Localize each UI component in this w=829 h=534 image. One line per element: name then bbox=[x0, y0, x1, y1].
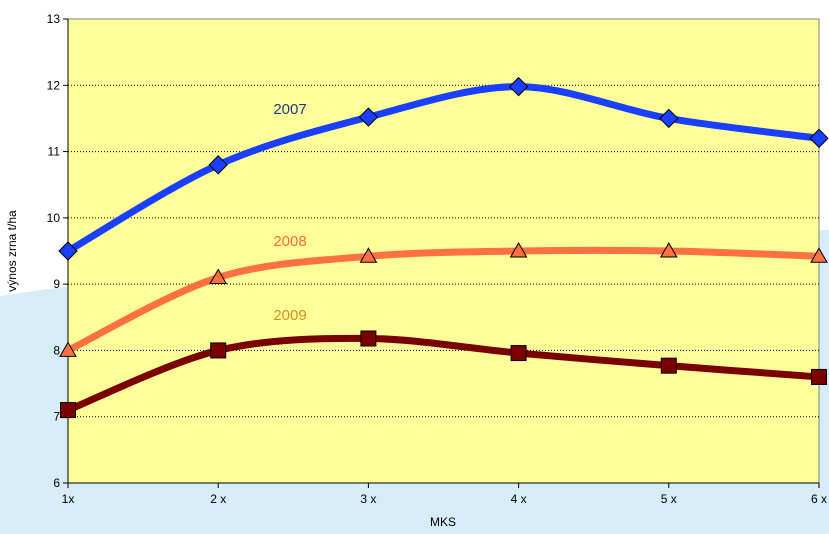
x-tick-label: 4 x bbox=[511, 492, 527, 506]
series-line bbox=[64, 246, 823, 354]
data-point bbox=[508, 76, 529, 97]
series-label: 2008 bbox=[273, 233, 306, 250]
data-point bbox=[659, 241, 678, 258]
x-tick-label: 5 x bbox=[661, 492, 677, 506]
data-point bbox=[58, 241, 78, 261]
y-tick-label: 7 bbox=[53, 410, 60, 424]
series-labels: 2007 2008 2009 bbox=[273, 101, 306, 324]
data-point bbox=[209, 268, 228, 285]
data-point bbox=[809, 128, 829, 149]
x-tick-label: 1x bbox=[62, 492, 75, 506]
series-line bbox=[64, 334, 823, 414]
data-point bbox=[210, 342, 227, 359]
data-point bbox=[510, 345, 527, 362]
data-point bbox=[659, 108, 679, 129]
y-tick-label: 11 bbox=[48, 145, 61, 159]
data-point bbox=[359, 247, 378, 263]
data-point bbox=[810, 247, 828, 263]
x-tick-label: 2 x bbox=[210, 492, 226, 506]
x-axis-title: MKS bbox=[430, 515, 456, 529]
data-point bbox=[59, 341, 77, 357]
y-axis-title: výnos zrna t/ha bbox=[5, 210, 19, 292]
y-tick-label: 9 bbox=[53, 277, 60, 291]
series-label: 2007 bbox=[273, 101, 306, 118]
data-point bbox=[509, 241, 528, 258]
data-point bbox=[358, 107, 379, 127]
y-tick-label: 10 bbox=[47, 211, 61, 225]
x-tick-label: 6 x bbox=[811, 492, 827, 506]
y-tick-label: 12 bbox=[47, 78, 61, 92]
y-tick-label: 8 bbox=[53, 343, 60, 357]
y-tick-label: 13 bbox=[47, 12, 61, 26]
series-group bbox=[58, 76, 829, 419]
x-tick-label: 3 x bbox=[360, 492, 376, 506]
data-point bbox=[660, 357, 677, 374]
series-line bbox=[64, 83, 823, 255]
series-label: 2009 bbox=[273, 307, 306, 324]
data-point bbox=[208, 155, 228, 175]
data-point bbox=[811, 368, 827, 385]
x-axis: 1x 2 x 3 x 4 x 5 x 6 x bbox=[62, 482, 827, 506]
gridlines bbox=[68, 84, 819, 418]
y-tick-label: 6 bbox=[53, 476, 60, 490]
data-point bbox=[60, 402, 76, 419]
data-point bbox=[360, 330, 377, 347]
